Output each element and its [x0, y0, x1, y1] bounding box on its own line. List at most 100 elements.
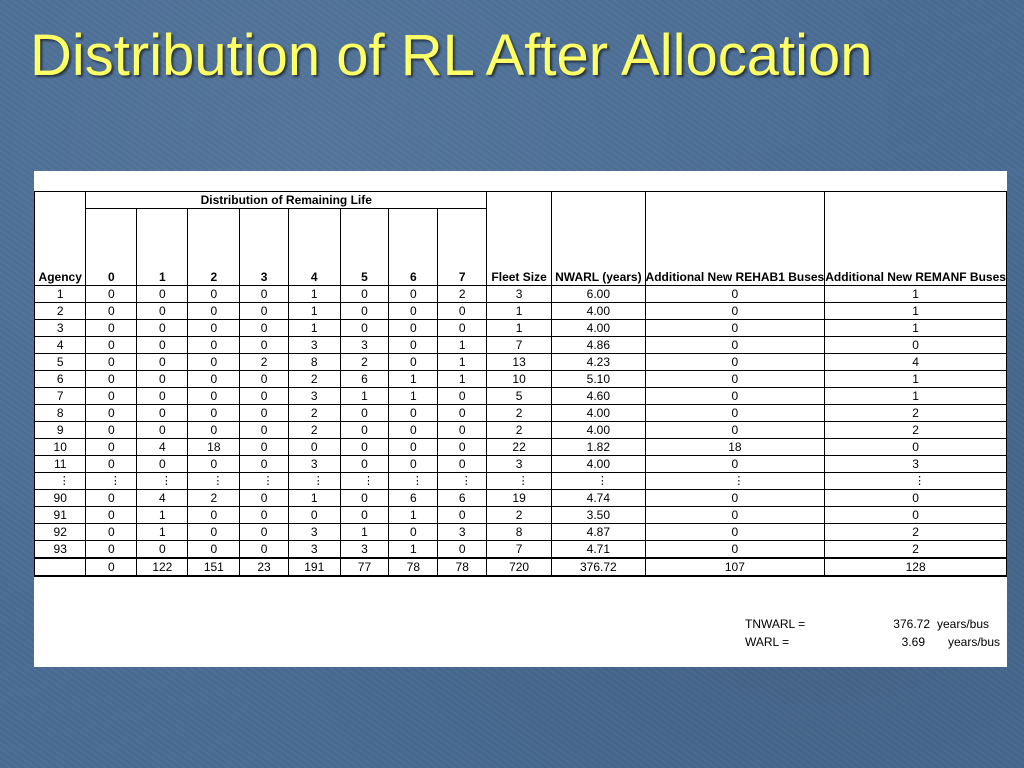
- table-cell: 3: [287, 336, 341, 354]
- total-cell: 191: [287, 557, 341, 577]
- table-cell: 0: [339, 455, 390, 473]
- table-cell: 0: [437, 540, 488, 559]
- table-cell: 0: [239, 336, 289, 354]
- table-cell: 4.23: [551, 353, 646, 371]
- table-cell: 0: [437, 302, 488, 320]
- table-cell: 0: [339, 404, 390, 422]
- table-cell: 1: [287, 319, 341, 337]
- table-cell: 0: [187, 370, 241, 388]
- table-cell: 3: [287, 455, 341, 473]
- totals-row: 0 122 151 23 191 77 78 78 720 376.72 107 128: [33, 557, 1007, 577]
- table-row: 11 0 0 0 0 3 0 0 0 3 4.00 0 3: [33, 455, 1007, 473]
- vertical-ellipsis: ⋮: [460, 474, 472, 487]
- vertical-ellipsis: ⋮: [596, 474, 608, 487]
- table-cell: 0: [239, 540, 289, 559]
- table-cell: 0: [388, 421, 439, 439]
- table-cell: 2: [824, 523, 1007, 541]
- table-cell: 4.74: [551, 489, 646, 507]
- table-cell: 2: [486, 404, 553, 422]
- ellipsis-cell: ⋮: [339, 472, 390, 490]
- table-cell: 1: [339, 523, 390, 541]
- table-cell: 2: [486, 421, 553, 439]
- table-cell: 0: [136, 336, 189, 354]
- table-cell: 0: [187, 455, 241, 473]
- agency-cell: 4: [33, 336, 87, 354]
- table-cell: 0: [437, 438, 488, 456]
- ellipsis-cell: ⋮: [486, 472, 553, 490]
- table-row: 1 0 0 0 0 1 0 0 2 3 6.00 0 1: [33, 285, 1007, 303]
- ellipsis-cell: ⋮: [644, 472, 826, 490]
- table-cell: 2: [486, 506, 553, 524]
- table-cell: 8: [486, 523, 553, 541]
- table-cell: 0: [239, 387, 289, 405]
- table-cell: 1: [486, 302, 553, 320]
- table-cell: 1: [339, 387, 390, 405]
- table-cell: 4.00: [551, 302, 646, 320]
- header-additional-rehab: Additional New REHAB1 Buses: [644, 191, 826, 286]
- ellipsis-cell: ⋮: [287, 472, 341, 490]
- total-cell: 107: [644, 557, 826, 577]
- ellipsis-cell: ⋮: [824, 472, 1007, 490]
- table-cell: 1.82: [551, 438, 646, 456]
- agency-cell: 10: [33, 438, 87, 456]
- table-ellipsis: ⋮ ⋮ ⋮ ⋮ ⋮ ⋮ ⋮ ⋮ ⋮ ⋮ ⋮ ⋮ ⋮: [33, 472, 1007, 490]
- table-cell: 1: [824, 319, 1007, 337]
- table-cell: 0: [85, 455, 138, 473]
- table-cell: 0: [187, 404, 241, 422]
- vertical-ellipsis: ⋮: [312, 474, 324, 487]
- table-cell: 4.00: [551, 421, 646, 439]
- table-cell: 1: [287, 302, 341, 320]
- table-cell: 0: [339, 506, 390, 524]
- table-cell: 0: [85, 370, 138, 388]
- table-cell: 0: [644, 370, 826, 388]
- header-additional-remanf: Additional New REMANF Buses: [824, 191, 1007, 286]
- table-cell: 19: [486, 489, 553, 507]
- summary: TNWARL = 376.72 years/bus WARL = 3.69 ye…: [745, 617, 1005, 653]
- table-cell: 0: [136, 387, 189, 405]
- table-cell: 4.87: [551, 523, 646, 541]
- agency-cell: 1: [33, 285, 87, 303]
- table-cell: 0: [85, 438, 138, 456]
- vertical-ellipsis: ⋮: [160, 474, 172, 487]
- table-cell: 0: [85, 387, 138, 405]
- table-cell: 0: [388, 523, 439, 541]
- table-cell: 0: [187, 523, 241, 541]
- table-cell: 3: [339, 540, 390, 559]
- table-cell: 0: [136, 319, 189, 337]
- warl-value: 3.69: [901, 635, 925, 649]
- table-cell: 2: [187, 489, 241, 507]
- table-cell: 0: [136, 370, 189, 388]
- table-cell: 0: [239, 319, 289, 337]
- vertical-ellipsis: ⋮: [411, 474, 423, 487]
- table-cell: 1: [824, 302, 1007, 320]
- table-cell: 1: [388, 540, 439, 559]
- table-cell: 0: [824, 438, 1007, 456]
- table-cell: 2: [239, 353, 289, 371]
- table-cell: 0: [187, 336, 241, 354]
- table-cell: 0: [187, 285, 241, 303]
- table-cell: 0: [388, 285, 439, 303]
- table-cell: 1: [388, 387, 439, 405]
- table-cell: 0: [339, 302, 390, 320]
- agency-cell: 91: [33, 506, 87, 524]
- table-cell: 0: [85, 421, 138, 439]
- table-cell: 4: [136, 438, 189, 456]
- total-cell: 78: [388, 557, 439, 577]
- table-cell: 1: [388, 506, 439, 524]
- total-cell: 376.72: [551, 557, 646, 577]
- table-cell: 18: [187, 438, 241, 456]
- table-cell: 1: [136, 523, 189, 541]
- header-rl-5: 5: [339, 208, 390, 286]
- header-nwarl: NWARL (years): [551, 191, 646, 286]
- table-cell: 0: [136, 421, 189, 439]
- table-cell: 22: [486, 438, 553, 456]
- agency-cell: 8: [33, 404, 87, 422]
- table-cell: 6: [339, 370, 390, 388]
- table-cell: 4: [824, 353, 1007, 371]
- table-cell: 0: [239, 455, 289, 473]
- table-cell: 4.60: [551, 387, 646, 405]
- table-cell: 1: [824, 370, 1007, 388]
- table-cell: 3: [287, 523, 341, 541]
- agency-cell: 90: [33, 489, 87, 507]
- agency-cell: 5: [33, 353, 87, 371]
